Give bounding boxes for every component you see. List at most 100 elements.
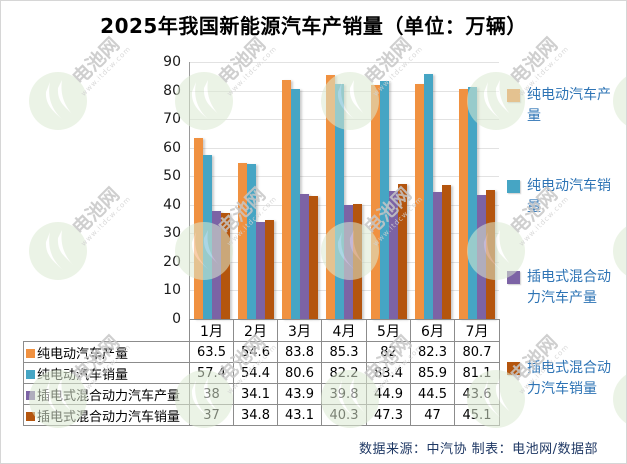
bar (476, 194, 486, 319)
table-row: 插电式混合动力汽车销量 37 34.8 43.1 40.3 47.3 47 45.1 (23, 404, 500, 426)
bar (300, 193, 310, 319)
legend-swatch-icon (507, 180, 520, 193)
bar (282, 79, 292, 319)
bar (467, 87, 477, 319)
table-value-cell: 43.9 (277, 383, 322, 405)
legend: 纯电动汽车产量 纯电动汽车销量 插电式混合动力汽车产量 插电式混合动力汽车销量 (507, 85, 615, 400)
legend-item: 插电式混合动力汽车产量 (507, 267, 615, 309)
bar (203, 155, 213, 319)
legend-label: 插电式混合动力汽车销量 (527, 360, 611, 397)
table-value-cell: 85.9 (410, 362, 455, 384)
y-tick-label: 90 (163, 54, 181, 70)
bar-group-7月 (455, 62, 499, 319)
bar (247, 163, 257, 319)
bar (423, 73, 433, 319)
legend-label: 插电式混合动力汽车产量 (527, 269, 611, 306)
gridline (190, 176, 499, 178)
table-value-cell: 43.6 (454, 383, 500, 405)
bar (256, 221, 266, 319)
watermark-url: www.itdcw.com (79, 194, 133, 248)
bar (291, 88, 301, 319)
table-header-cell: 7月 (454, 319, 500, 342)
table-value-cell: 81.1 (454, 362, 500, 384)
table-row: 纯电动汽车产量 63.5 54.6 83.8 85.3 82 82.3 80.7 (23, 341, 500, 363)
gridline (190, 204, 499, 206)
table-row: 纯电动汽车销量 57.4 54.4 80.6 82.2 83.4 85.9 81.1 (23, 362, 500, 384)
legend-swatch-icon (507, 271, 520, 284)
y-tick-label: 0 (172, 311, 181, 327)
bar-group-1月 (190, 62, 234, 319)
table-row-label: 插电式混合动力汽车销量 (23, 404, 190, 426)
table-row-label: 插电式混合动力汽车产量 (23, 383, 190, 405)
plot-area (189, 62, 499, 319)
watermark-text: 电池网 www.itdcw.com (66, 181, 133, 248)
table-value-cell: 54.4 (233, 362, 278, 384)
legend-item: 插电式混合动力汽车销量 (507, 358, 615, 400)
y-tick-label: 10 (163, 282, 181, 299)
series-swatch-icon (26, 369, 35, 379)
table-value-cell: 54.6 (233, 341, 278, 363)
table-value-cell: 43.1 (277, 404, 322, 426)
series-swatch-icon (26, 390, 35, 400)
table-row: 插电式混合动力汽车产量 38 34.1 43.9 39.8 44.9 44.5 43.6 (23, 383, 500, 405)
table-value-cell: 37 (189, 404, 234, 426)
table-row-label: 纯电动汽车销量 (23, 362, 190, 384)
table-header-cell: 1月 (189, 319, 234, 342)
bar (194, 137, 204, 319)
table-value-cell: 80.7 (454, 341, 500, 363)
bar (379, 80, 389, 319)
source-note: 数据来源：中汽协 制表：电池网/数据部 (358, 442, 598, 457)
table-row-label: 纯电动汽车产量 (23, 341, 190, 363)
legend-item: 纯电动汽车销量 (507, 176, 615, 218)
y-tick-label: 60 (163, 139, 181, 156)
bar-group-6月 (411, 62, 455, 319)
table-value-cell: 39.8 (321, 383, 367, 405)
table-value-cell: 45.1 (454, 404, 500, 426)
table-header-cell: 2月 (233, 319, 278, 342)
watermark-logo-icon (27, 220, 89, 282)
table-corner-cell (24, 320, 190, 342)
gridline (190, 62, 499, 63)
bar (370, 84, 380, 319)
bar (344, 205, 354, 319)
table-header-cell: 3月 (277, 319, 322, 342)
table-value-cell: 63.5 (189, 341, 234, 363)
gridline (190, 147, 499, 149)
table-value-cell: 40.3 (321, 404, 367, 426)
table-header-cell: 6月 (410, 319, 455, 342)
table-value-cell: 80.6 (277, 362, 322, 384)
table-header-cell: 4月 (321, 319, 367, 342)
legend-swatch-icon (507, 362, 520, 375)
bar (309, 195, 319, 319)
series-swatch-icon (26, 348, 35, 358)
legend-swatch-icon (507, 89, 520, 102)
table-value-cell: 82.3 (410, 341, 455, 363)
table-header-row: 1月 2月 3月 4月 5月 6月 7月 (24, 319, 500, 342)
bar (485, 190, 495, 319)
y-tick-label: 50 (163, 168, 181, 185)
data-table: 1月 2月 3月 4月 5月 6月 7月 纯电动汽车产量 63.5 54.6 83.8 85.3 82 8… (23, 319, 500, 426)
watermark-brand: 电池网 (506, 33, 563, 90)
table-value-cell: 57.4 (189, 362, 234, 384)
bar (388, 190, 398, 319)
y-tick-label: 70 (163, 111, 181, 128)
table-value-cell: 85.3 (321, 341, 367, 363)
y-tick-label: 40 (163, 196, 181, 213)
chart-title: 2025年我国新能源汽车产销量（单位：万辆） (100, 14, 527, 38)
table-header-cell: 5月 (366, 319, 411, 342)
bar (441, 184, 451, 319)
table-value-cell: 44.9 (366, 383, 411, 405)
table-value-cell: 82 (366, 341, 411, 363)
table-value-cell: 34.1 (233, 383, 278, 405)
bar (458, 88, 468, 319)
legend-label: 纯电动汽车产量 (527, 87, 611, 124)
bar (326, 75, 336, 319)
bar (335, 84, 345, 319)
bar (397, 183, 407, 319)
table-value-cell: 38 (189, 383, 234, 405)
bar (221, 213, 231, 319)
legend-label: 纯电动汽车销量 (527, 178, 611, 215)
table-value-cell: 82.2 (321, 362, 367, 384)
bar-group-2月 (234, 62, 278, 319)
